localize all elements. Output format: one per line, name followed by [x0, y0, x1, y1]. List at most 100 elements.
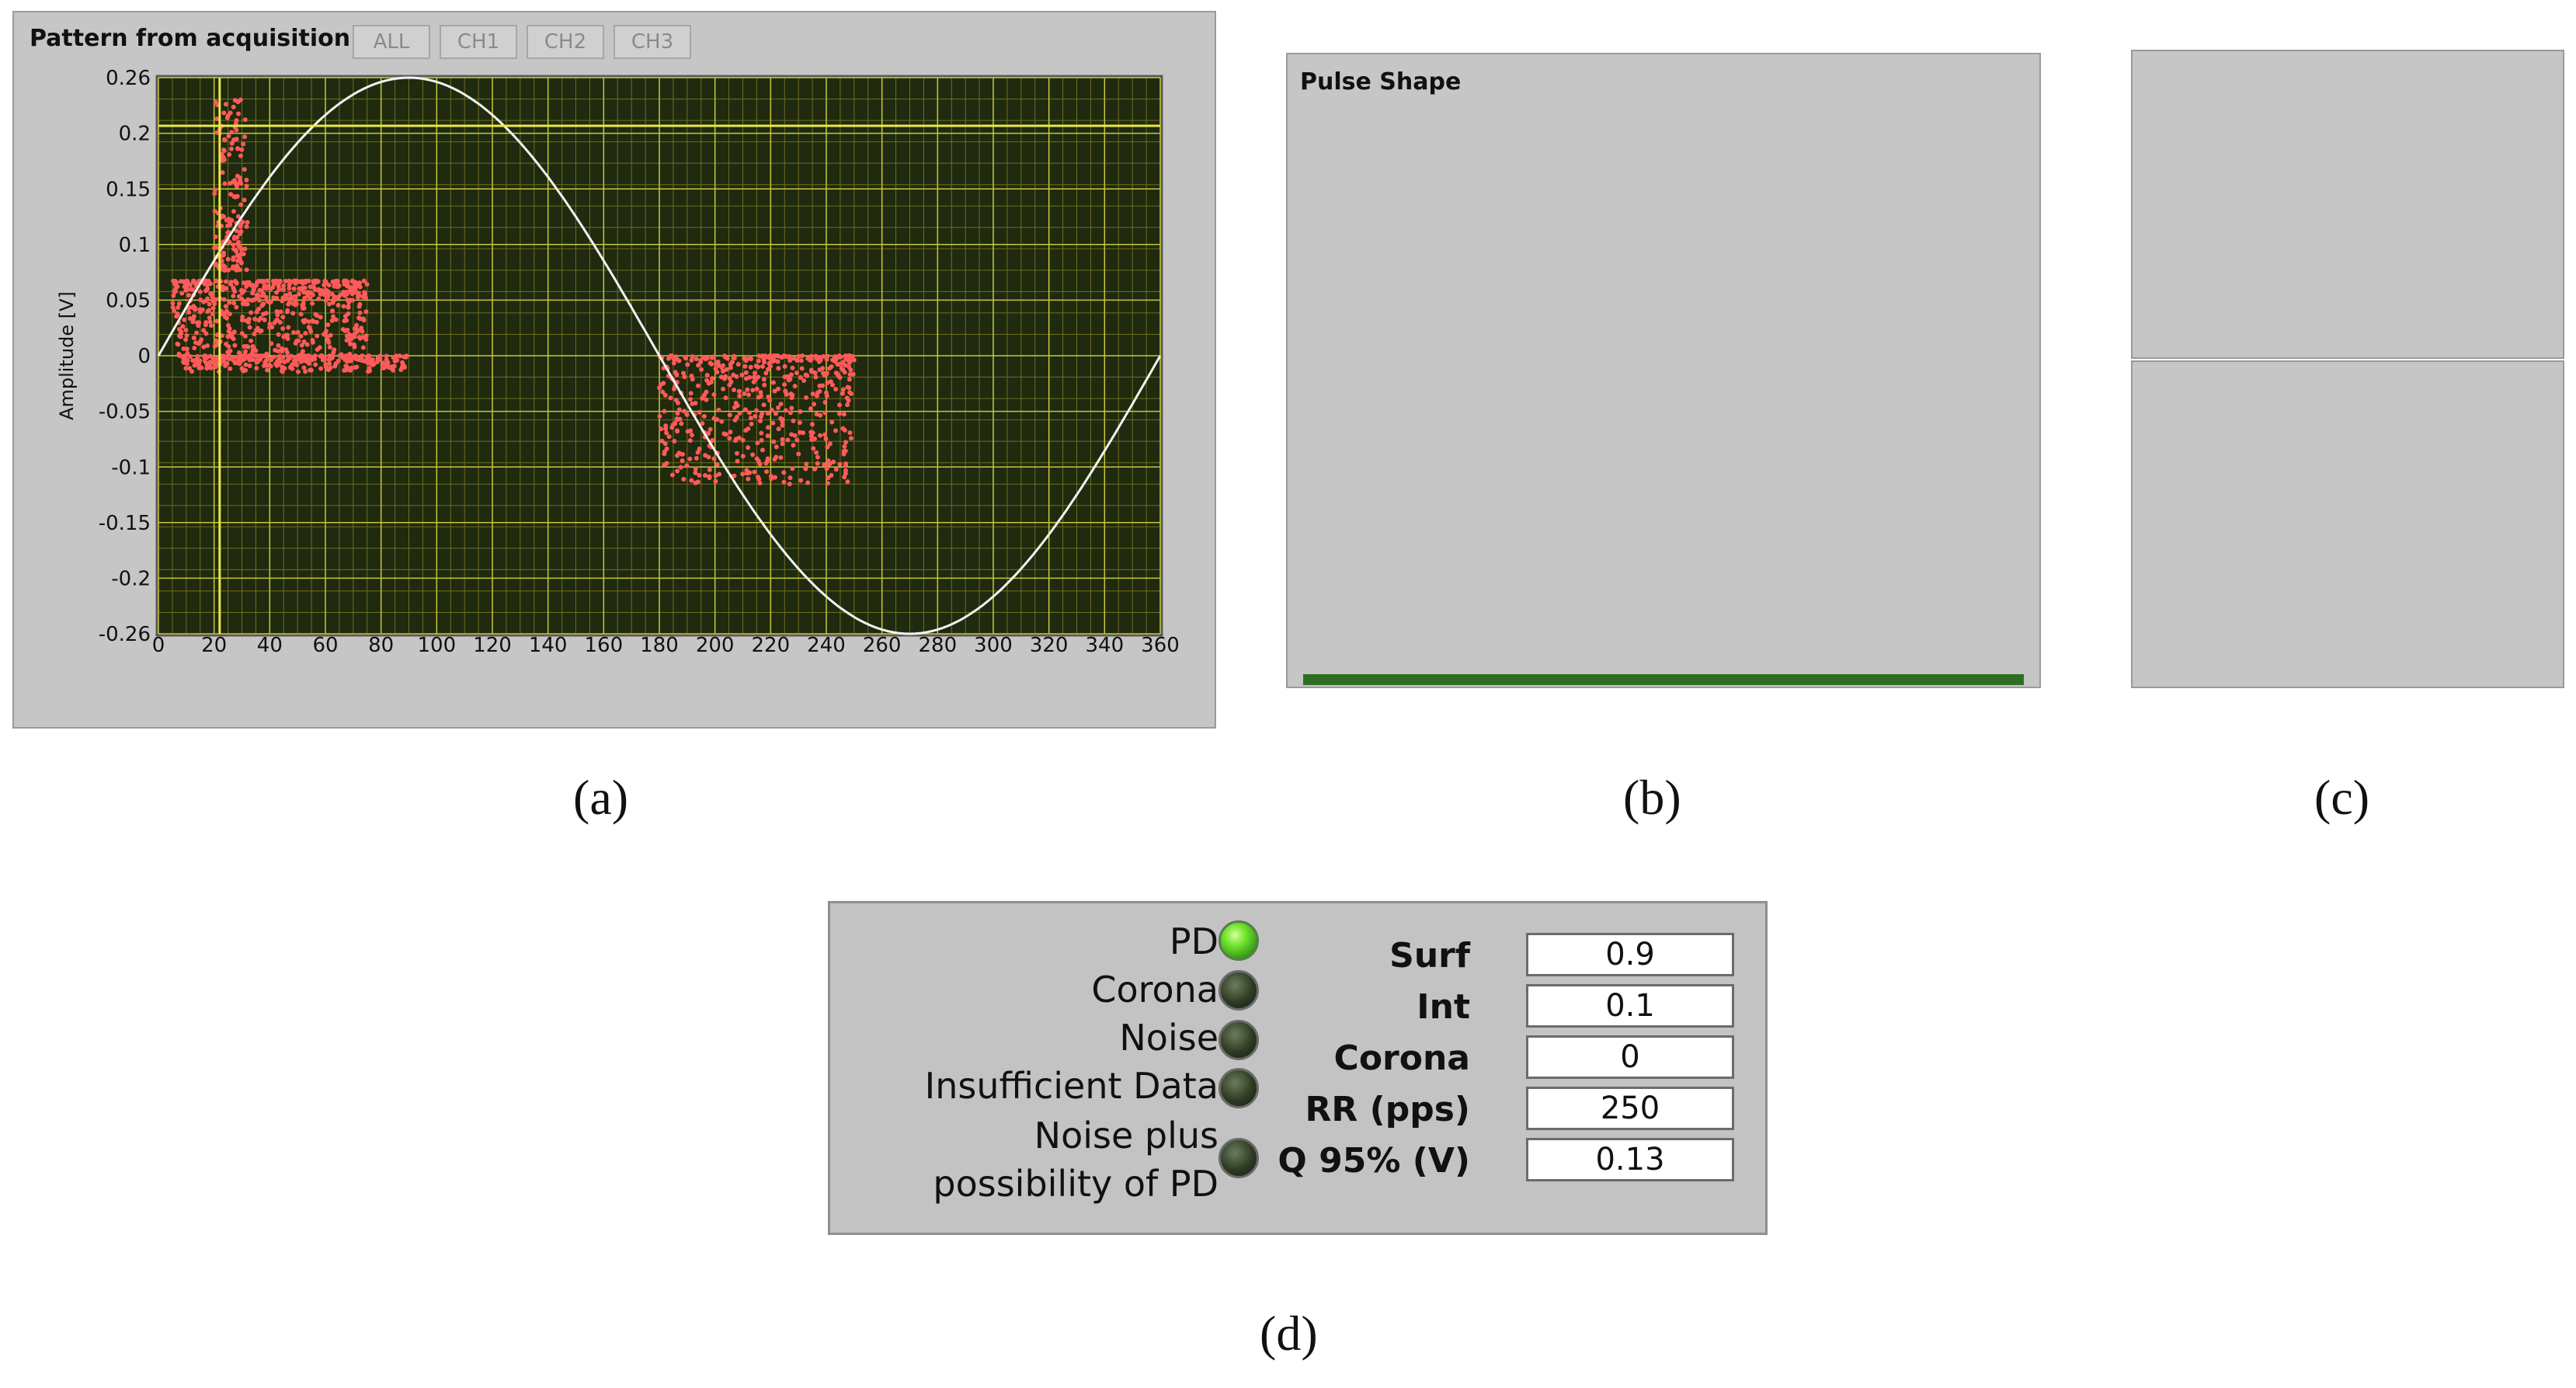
data-point [728, 365, 733, 370]
data-point [281, 283, 287, 288]
data-point [804, 395, 809, 400]
data-point [808, 358, 813, 364]
data-point [829, 472, 834, 478]
data-point [231, 301, 237, 306]
data-point [226, 229, 231, 235]
data-point [848, 436, 853, 441]
x-tick-label: 340 [1086, 634, 1125, 657]
data-point [733, 400, 739, 405]
data-point [672, 439, 677, 444]
data-point [231, 357, 236, 363]
data-point [277, 320, 283, 325]
data-point [348, 341, 353, 346]
data-point [238, 260, 244, 266]
data-point [746, 392, 752, 398]
data-point [288, 279, 294, 284]
ch3-button[interactable]: CH3 [614, 25, 691, 59]
data-point [776, 426, 781, 432]
y-tick-label: 0.15 [106, 178, 151, 201]
data-point [772, 475, 777, 480]
data-point [235, 181, 240, 186]
data-point [747, 410, 753, 416]
pd-led-icon [1218, 920, 1259, 961]
data-point [259, 279, 265, 284]
x-tick-label: 60 [312, 634, 338, 657]
data-point [220, 170, 225, 176]
all-button[interactable]: ALL [353, 25, 430, 59]
data-point [179, 290, 185, 296]
data-point [213, 234, 218, 239]
data-point [778, 455, 784, 461]
data-point [243, 362, 249, 367]
data-point [237, 267, 242, 273]
data-point [727, 376, 732, 381]
data-point [684, 463, 690, 468]
data-point [293, 355, 298, 360]
data-point [826, 475, 831, 481]
data-point [798, 358, 804, 364]
data-point [696, 383, 701, 388]
data-point [328, 356, 333, 361]
data-point [221, 359, 227, 364]
ch2-button[interactable]: CH2 [527, 25, 604, 59]
data-point [354, 322, 360, 328]
data-point [276, 343, 281, 348]
data-point [174, 314, 179, 319]
data-point [333, 317, 339, 322]
data-point [792, 384, 798, 389]
data-point [796, 353, 801, 359]
data-point [287, 300, 292, 305]
data-point [231, 264, 236, 270]
x-tick-label: 260 [863, 634, 902, 657]
data-point [255, 353, 260, 359]
sine-reference-line [157, 76, 1162, 635]
data-point [688, 397, 694, 402]
data-point [231, 257, 236, 263]
data-point [244, 183, 249, 189]
data-point [193, 357, 199, 363]
data-point [675, 411, 680, 416]
data-point [742, 407, 748, 412]
ch1-button[interactable]: CH1 [440, 25, 517, 59]
data-point [660, 389, 666, 395]
data-point [323, 329, 329, 334]
data-point [243, 367, 249, 373]
panel-a-title: Pattern from acquisition [30, 25, 351, 52]
data-point [228, 192, 234, 197]
data-point [846, 377, 852, 382]
indicator-label-possibility-of-pd: possibility of PD [933, 1163, 1218, 1205]
data-point [298, 333, 304, 339]
data-point [753, 413, 758, 419]
data-point [325, 294, 331, 299]
data-point [315, 278, 320, 284]
data-point [222, 314, 228, 319]
data-point [837, 461, 843, 467]
caption-b: (b) [1623, 770, 1681, 825]
data-point [675, 468, 680, 474]
data-point [748, 416, 753, 421]
data-point [214, 318, 220, 324]
noise-led-icon [1218, 1020, 1259, 1060]
data-point [203, 331, 209, 336]
data-point [199, 337, 204, 343]
data-point [186, 310, 192, 315]
data-point [825, 481, 830, 486]
data-point [748, 364, 753, 370]
data-point [186, 283, 191, 288]
data-point [776, 405, 781, 410]
data-point [849, 391, 854, 396]
data-point [228, 181, 233, 186]
data-point [192, 363, 197, 368]
data-point [788, 372, 794, 377]
data-point [773, 454, 779, 460]
data-point [249, 338, 254, 343]
data-point [238, 356, 244, 361]
data-point [768, 357, 773, 362]
data-point [363, 333, 369, 339]
data-point [316, 296, 322, 301]
data-point [335, 279, 340, 284]
data-point [787, 482, 792, 487]
data-point [760, 447, 765, 453]
data-point [207, 301, 212, 307]
data-point [843, 440, 849, 445]
